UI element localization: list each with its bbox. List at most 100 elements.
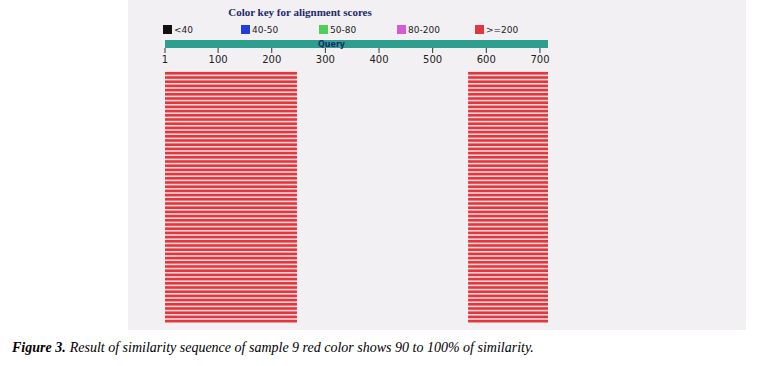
caption-text: Result of similarity sequence of sample … (69, 340, 534, 355)
hit-row (165, 118, 297, 121)
hit-row (468, 311, 548, 314)
hit-row (165, 286, 297, 289)
hit-row (165, 89, 297, 92)
hit-row (165, 160, 297, 163)
hit-row (165, 164, 297, 167)
hit-row (165, 215, 297, 218)
hit-row (165, 307, 297, 310)
hit-row (165, 316, 297, 319)
tick (325, 48, 326, 53)
tick (432, 48, 433, 53)
hit-row (468, 177, 548, 180)
hit-row (165, 257, 297, 260)
figure: Color key for alignment scores<4040-5050… (0, 0, 759, 366)
hit-row (165, 181, 297, 184)
hit-row (468, 139, 548, 142)
hit-row (165, 185, 297, 188)
title: Color key for alignment scores (228, 6, 372, 18)
legend-label: 80-200 (408, 25, 440, 35)
hit-row (468, 76, 548, 79)
hit-row (468, 290, 548, 293)
hit-row (468, 122, 548, 125)
hit-row (165, 269, 297, 272)
hit-row (165, 211, 297, 214)
hit-row (165, 127, 297, 130)
hit-row (165, 122, 297, 125)
hit-row (468, 257, 548, 260)
hit-row (165, 223, 297, 226)
legend-swatch (475, 25, 484, 34)
hit-row (468, 190, 548, 193)
legend-label: >=200 (486, 25, 519, 35)
hit-row (468, 227, 548, 230)
hit-row (165, 248, 297, 251)
hit-row (468, 135, 548, 138)
hit-row (468, 320, 548, 323)
hit-row (165, 236, 297, 239)
hit-row (165, 85, 297, 88)
hit-row (165, 131, 297, 134)
hit-row (468, 127, 548, 130)
query-bar (165, 40, 548, 48)
hit-row (468, 97, 548, 100)
hit-row (165, 282, 297, 285)
hit-row (468, 236, 548, 239)
hit-row (468, 169, 548, 172)
caption-label: Figure 3. (11, 340, 66, 355)
hit-row (468, 181, 548, 184)
hit-row (468, 143, 548, 146)
legend-swatch (241, 25, 250, 34)
hit-block (468, 71, 548, 323)
hit-row (165, 93, 297, 96)
hit-row (165, 320, 297, 323)
tick (165, 48, 166, 53)
hit-row (165, 290, 297, 293)
tick (271, 48, 272, 53)
hit-row (165, 101, 297, 104)
hit-row (468, 211, 548, 214)
hit-row (468, 261, 548, 264)
hit-row (468, 248, 548, 251)
hit-row (165, 299, 297, 302)
hit-row (165, 152, 297, 155)
hit-row (165, 219, 297, 222)
screen (128, 0, 746, 330)
hit-row (165, 143, 297, 146)
tick (218, 48, 219, 53)
hit-row (468, 253, 548, 256)
tick-label: 200 (262, 54, 281, 65)
hit-row (165, 194, 297, 197)
hit-row (468, 286, 548, 289)
hit-row (468, 93, 548, 96)
tick (379, 48, 380, 53)
hit-row (165, 240, 297, 243)
hit-row (165, 206, 297, 209)
hit-row (165, 72, 297, 75)
hit-row (468, 110, 548, 113)
tick-label: 600 (477, 54, 496, 65)
tick-label: 400 (369, 54, 388, 65)
hit-row (468, 114, 548, 117)
hit-row (165, 274, 297, 277)
hit-row (165, 198, 297, 201)
hit-row (165, 177, 297, 180)
hit-row (165, 232, 297, 235)
hit-row (468, 219, 548, 222)
hit-row (468, 80, 548, 83)
hit-row (468, 185, 548, 188)
hit-row (468, 72, 548, 75)
hit-row (468, 295, 548, 298)
hit-row (468, 198, 548, 201)
hit-row (165, 261, 297, 264)
hit-row (165, 169, 297, 172)
hit-row (468, 148, 548, 151)
hit-row (468, 101, 548, 104)
tick (539, 48, 540, 53)
hit-row (165, 106, 297, 109)
caption: Figure 3.Result of similarity sequence o… (11, 340, 534, 355)
hit-row (165, 303, 297, 306)
hit-row (468, 240, 548, 243)
axis-label: Query (318, 40, 346, 49)
hit-row (165, 148, 297, 151)
hit-row (468, 173, 548, 176)
